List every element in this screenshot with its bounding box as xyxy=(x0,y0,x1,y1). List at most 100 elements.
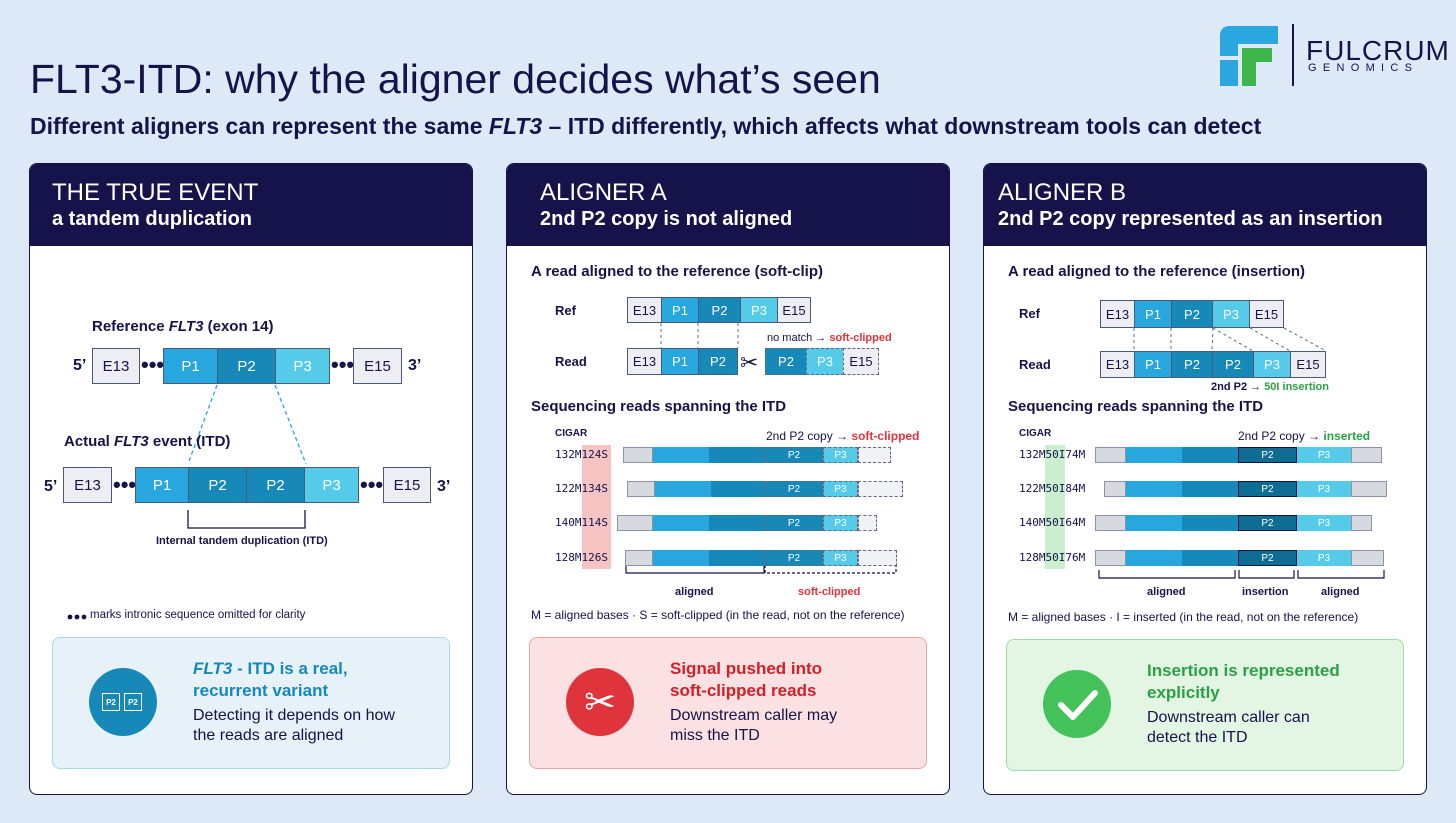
soft-clipped-label: soft-clipped xyxy=(798,586,861,598)
read-aligned-segment xyxy=(709,515,765,531)
page-subtitle: Different aligners can represent the sam… xyxy=(30,113,1262,139)
read-inserted-p2: P2 xyxy=(1238,447,1297,463)
panel-header-subtitle: 2nd P2 copy represented as an insertion xyxy=(998,208,1383,230)
checkmark-icon xyxy=(1043,670,1111,738)
panel-header-subtitle: 2nd P2 copy is not aligned xyxy=(540,208,793,230)
segment-e15: E15 xyxy=(777,297,811,323)
duplicated-p2-icon: P2 P2 xyxy=(89,668,157,736)
read-flank xyxy=(623,447,653,463)
logo-divider xyxy=(1292,24,1294,86)
insertion-highlight xyxy=(1045,445,1065,569)
read-title: A read aligned to the reference (inserti… xyxy=(1008,263,1306,280)
legend: M = aligned bases · S = soft-clipped (in… xyxy=(531,608,905,622)
read-aligned-segment xyxy=(709,447,765,463)
note-body: Downstream caller may miss the ITD xyxy=(670,707,838,744)
read-aligned-p3: P3 xyxy=(1297,481,1351,497)
read-clipped-p3: P3 xyxy=(823,447,858,463)
note-title: Signal pushed into soft-clipped reads xyxy=(670,659,823,700)
logo-subname: GENOMICS xyxy=(1308,62,1419,74)
intron-dots: ••• xyxy=(113,472,137,497)
segment-p3: P3 xyxy=(1253,351,1291,378)
segment-e13: E13 xyxy=(627,348,662,375)
note-insertion: Insertion is represented explicitly Downs… xyxy=(1006,639,1404,771)
read-flank xyxy=(1095,550,1126,566)
panel-header-title: THE TRUE EVENT xyxy=(52,179,259,206)
read-flank xyxy=(617,515,653,531)
read-clipped-p2: P2 xyxy=(765,550,823,566)
read-clipped-tail xyxy=(858,447,891,463)
read-label: Read xyxy=(555,354,587,369)
read-clipped-p2: P2 xyxy=(765,447,823,463)
read-flank xyxy=(625,550,653,566)
segment-p2-duplicate: P2 xyxy=(246,467,305,503)
insertion-label: insertion xyxy=(1242,586,1289,598)
read-flank xyxy=(627,481,655,497)
read-aligned-p3: P3 xyxy=(1297,447,1351,463)
read-clipped-p3: P3 xyxy=(823,481,858,497)
cigar-string: 140M50I64M xyxy=(1019,516,1086,529)
segment-e13: E13 xyxy=(627,297,662,323)
read-flank xyxy=(1351,515,1372,531)
footnote: marks intronic sequence omitted for clar… xyxy=(90,609,306,621)
segment-p2: P2 xyxy=(1171,300,1213,328)
scissors-icon: ✂ xyxy=(740,350,759,375)
segment-p3-clipped: P3 xyxy=(806,348,844,375)
three-prime-label: 3’ xyxy=(408,357,422,374)
cigar-header: CIGAR xyxy=(1019,428,1052,439)
read-aligned-segment xyxy=(1182,481,1238,497)
panel-true-event: THE TRUE EVENT a tandem duplication Refe… xyxy=(29,163,473,795)
read-aligned-segment xyxy=(655,481,711,497)
segment-e15: E15 xyxy=(1249,300,1284,328)
note-real-variant: P2 P2 FLT3 - ITD is a real, recurrent var… xyxy=(52,637,450,769)
reference-label: Reference FLT3 (exon 14) xyxy=(92,318,274,335)
segment-e13: E13 xyxy=(92,348,140,384)
note-body: Detecting it depends on how the reads are… xyxy=(193,707,395,744)
ref-label: Ref xyxy=(1019,306,1040,321)
read-flank xyxy=(1351,447,1382,463)
segment-p1: P1 xyxy=(1134,300,1172,328)
segment-p1: P1 xyxy=(163,348,218,384)
panel-header-subtitle: a tandem duplication xyxy=(52,208,253,230)
read-inserted-p2: P2 xyxy=(1238,481,1297,497)
segment-p2: P2 xyxy=(698,297,741,323)
segment-p2: P2 xyxy=(698,348,738,375)
segment-e13: E13 xyxy=(1100,300,1135,328)
segment-p2: P2 xyxy=(1171,351,1213,378)
read-aligned-segment xyxy=(1126,550,1182,566)
page-title: FLT3-ITD: why the aligner decides what’s… xyxy=(30,56,881,102)
read-aligned-p3: P3 xyxy=(1297,515,1351,531)
read-aligned-segment xyxy=(1126,481,1182,497)
read-aligned-segment xyxy=(1182,447,1238,463)
read-flank xyxy=(1095,447,1126,463)
insertion-note: 2nd P2 → 50I insertion xyxy=(1211,381,1329,393)
segment-e15: E15 xyxy=(1290,351,1326,378)
segment-p3: P3 xyxy=(740,297,778,323)
duplication-guides xyxy=(67,384,307,620)
cigar-string: 128M50I76M xyxy=(1019,551,1086,564)
cigar-string: 128M126S xyxy=(555,551,608,564)
five-prime-label: 5’ xyxy=(44,478,58,495)
cigar-header: CIGAR xyxy=(555,428,588,439)
read-aligned-segment xyxy=(653,550,709,566)
cigar-string: 140M114S xyxy=(555,516,608,529)
three-prime-label: 3’ xyxy=(437,478,451,495)
panel-header-title: ALIGNER B xyxy=(998,179,1127,206)
intron-dots: ••• xyxy=(360,472,384,497)
read-flank xyxy=(1095,515,1126,531)
read-clipped-tail xyxy=(858,550,897,566)
ref-label: Ref xyxy=(555,303,576,318)
read-aligned-segment xyxy=(1182,515,1238,531)
aligned-label: aligned xyxy=(1321,586,1360,598)
cigar-string: 122M134S xyxy=(555,482,608,495)
soft-clip-highlight xyxy=(582,445,611,569)
seq-title: Sequencing reads spanning the ITD xyxy=(531,398,787,415)
read-inserted-p2: P2 xyxy=(1238,550,1297,566)
read-flank xyxy=(1104,481,1126,497)
read-aligned-segment xyxy=(1126,447,1182,463)
actual-event-label: Actual FLT3 event (ITD) xyxy=(64,433,231,450)
cigar-string: 132M50I74M xyxy=(1019,448,1086,461)
read-aligned-segment xyxy=(711,481,765,497)
segment-p1: P1 xyxy=(135,467,189,503)
panel-header-title: ALIGNER A xyxy=(540,179,667,206)
seq-title: Sequencing reads spanning the ITD xyxy=(1008,398,1264,415)
